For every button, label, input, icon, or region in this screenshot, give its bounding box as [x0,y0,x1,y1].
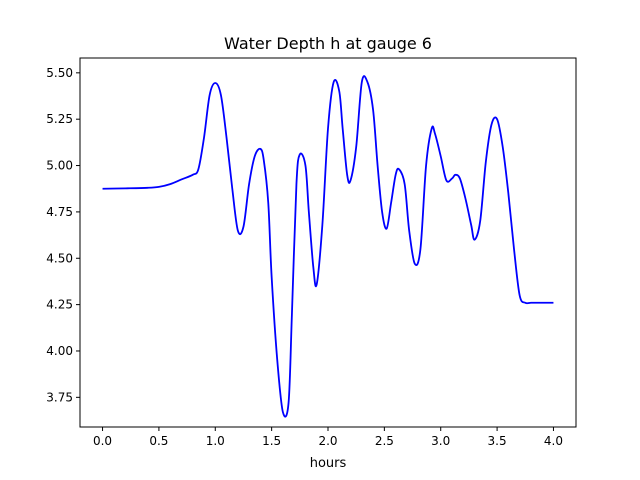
y-tick-label: 4.00 [46,344,73,358]
x-tick-label: 2.5 [375,434,394,448]
y-tick-label: 5.25 [46,112,73,126]
x-tick-label: 0.5 [149,434,168,448]
x-axis-label: hours [310,456,347,471]
y-tick-label: 4.75 [46,205,73,219]
x-axis: 0.0 0.5 1.0 1.5 2.0 2.5 3.0 3.5 4.0 [93,427,563,448]
y-tick-label: 3.75 [46,390,73,404]
x-tick-label: 3.5 [488,434,507,448]
x-tick-label: 3.0 [431,434,450,448]
x-tick-label: 0.0 [93,434,112,448]
y-tick-label: 5.00 [46,159,73,173]
x-tick-label: 1.0 [206,434,225,448]
x-tick-label: 4.0 [544,434,563,448]
x-tick-label: 2.0 [318,434,337,448]
y-tick-label: 4.25 [46,298,73,312]
y-axis: 3.75 4.00 4.25 4.50 4.75 5.00 5.25 5.50 [46,66,80,404]
x-tick-label: 1.5 [262,434,281,448]
series-line [102,75,554,418]
y-tick-label: 4.50 [46,251,73,265]
y-tick-label: 5.50 [46,66,73,80]
chart-title: Water Depth h at gauge 6 [224,34,432,53]
